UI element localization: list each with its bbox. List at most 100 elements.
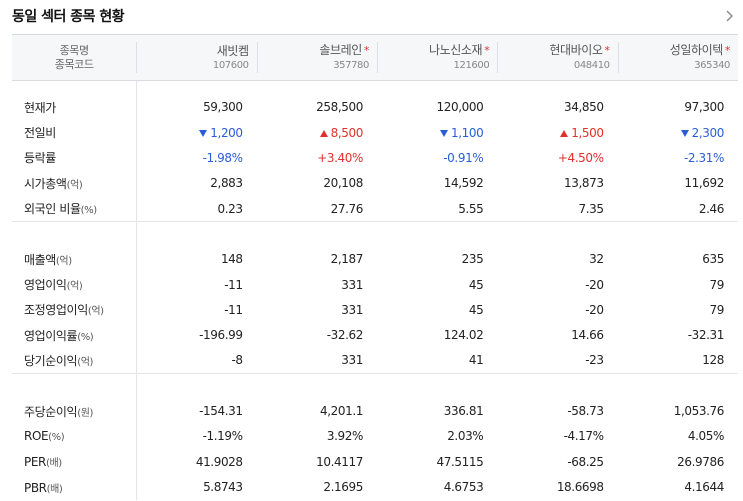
cell-value: 1,500: [571, 125, 604, 140]
company-header-3[interactable]: 현대바이오 * 048410: [497, 34, 618, 81]
star-marker: *: [484, 44, 490, 57]
cell-value: 97,300: [684, 100, 724, 115]
table-cell: 4.05%: [618, 424, 738, 449]
cell-value: -196.99: [199, 328, 243, 343]
table-cell: 10.4117: [257, 449, 377, 474]
table-cell: 331: [257, 297, 377, 322]
table-cell: 5.8743: [136, 475, 256, 500]
table-cell: 128: [618, 348, 738, 373]
table-cell: 124.02: [377, 323, 497, 348]
company-header-4[interactable]: 성일하이텍 * 365340: [617, 34, 738, 81]
section-spacer: [12, 80, 738, 95]
cell-value: 331: [341, 277, 363, 292]
cell-value: 1,100: [450, 125, 484, 140]
table-cell: 148: [136, 246, 256, 271]
row-label-text: PER: [24, 455, 46, 470]
cell-value: 120,000: [436, 100, 484, 115]
table-row: PER(배) 41.9028 10.4117 47.5115 -68.25 26.9786: [12, 449, 738, 475]
cell-value: 331: [341, 353, 363, 368]
cell-value: 635: [702, 252, 724, 267]
chevron-right-icon[interactable]: [721, 8, 737, 24]
cell-value: -32.31: [687, 328, 725, 343]
company-name[interactable]: 현대바이오: [549, 43, 603, 57]
cell-value: 4.05%: [687, 429, 725, 444]
table-cell: -4.17%: [497, 424, 617, 449]
cell-value: -20: [585, 277, 604, 292]
row-label: ROE(%): [12, 423, 137, 450]
company-name[interactable]: 성일하이텍: [669, 43, 724, 57]
cell-value: 14,592: [443, 176, 484, 191]
table-cell: -58.73: [497, 398, 617, 423]
peer-comparison-table: 종목명 종목코드 새빗켐 107600 솔브레인 * 357780 나노신소재 * …: [12, 34, 738, 500]
cell-value: 18.6698: [556, 480, 604, 495]
table-cell: +4.50%: [497, 145, 617, 170]
row-label-text: ROE: [24, 429, 49, 444]
table-cell: 47.5115: [377, 449, 497, 474]
row-label-text: 영업이익률: [24, 328, 78, 343]
table-cell: -32.31: [618, 323, 738, 348]
cell-value: 41: [468, 353, 484, 368]
table-cell: 41: [377, 348, 497, 373]
cell-value: 3.92%: [326, 429, 364, 444]
company-code: 357780: [333, 60, 369, 71]
table-row: 조정영업이익(억) -11 331 45 -20 79: [12, 297, 738, 323]
table-cell: 3.92%: [257, 424, 377, 449]
table-cell: 32: [497, 246, 617, 271]
company-name[interactable]: 새빗켐: [216, 43, 249, 58]
table-cell: -68.25: [497, 449, 617, 474]
cell-value: -4.17%: [563, 429, 604, 444]
cell-value: 41.9028: [195, 454, 243, 469]
table-cell: 1,500: [497, 120, 617, 145]
company-code: 048410: [573, 60, 610, 71]
table-cell: 1,053.76: [618, 398, 738, 423]
table-row: 외국인 비율(%) 0.23 27.76 5.55 7.35 2.46: [12, 196, 738, 222]
cell-value: 11,692: [684, 176, 724, 191]
table-cell: 45: [377, 272, 497, 297]
cell-value: 27.76: [330, 201, 364, 216]
row-unit: (억): [66, 179, 83, 191]
cell-value: 79: [709, 302, 725, 317]
table-cell: 2,300: [618, 120, 738, 145]
row-label: 영업이익률(%): [12, 322, 137, 349]
cell-value: 14.66: [571, 328, 604, 343]
table-cell: 336.81: [377, 398, 497, 423]
header-name-label: 종목명: [59, 43, 90, 57]
company-header-1[interactable]: 솔브레인 * 357780: [256, 34, 377, 81]
company-name[interactable]: 솔브레인: [319, 43, 362, 57]
cell-value: 8,500: [330, 125, 364, 140]
cell-value: 258,500: [316, 100, 363, 115]
cell-value: 2,300: [691, 125, 725, 140]
cell-value: -0.91%: [443, 150, 484, 165]
row-label-text: 현재가: [24, 100, 56, 115]
header-label-cell: 종목명 종목코드: [12, 34, 137, 81]
row-label: 등락률: [12, 145, 137, 171]
table-cell: +3.40%: [257, 145, 377, 170]
table-row: 당기순이익(억) -8 331 41 -23 128: [12, 348, 738, 374]
cell-value: -20: [585, 302, 604, 317]
cell-value: 2.46: [698, 201, 725, 216]
cell-value: 128: [702, 353, 724, 368]
table-row: ROE(%) -1.19% 3.92% 2.03% -4.17% 4.05%: [12, 423, 738, 450]
table-cell: 45: [377, 297, 497, 322]
row-label-text: 주당순이익: [24, 404, 78, 419]
star-marker: *: [363, 44, 370, 57]
row-label-text: 등락률: [24, 151, 56, 166]
table-cell: 2,187: [257, 246, 377, 271]
cell-value: 1,053.76: [673, 404, 725, 419]
triangle-up-icon: [560, 129, 569, 140]
table-cell: 0.23: [136, 196, 256, 221]
triangle-down-icon: [680, 129, 689, 140]
company-header-2[interactable]: 나노신소재 * 121600: [376, 34, 498, 81]
table-cell: 79: [618, 272, 738, 297]
company-code: 107600: [212, 59, 249, 71]
cell-value: 45: [468, 302, 484, 317]
row-label: 시가총액(억): [12, 170, 137, 197]
star-marker: *: [604, 44, 611, 57]
cell-value: 5.8743: [203, 480, 243, 495]
company-header-0[interactable]: 새빗켐 107600: [136, 34, 257, 81]
company-name[interactable]: 나노신소재: [429, 43, 483, 57]
cell-value: 4.1644: [684, 480, 724, 495]
table-row: 주당순이익(원) -154.31 4,201.1 336.81 -58.73 1,053.…: [12, 398, 738, 424]
cell-value: 47.5115: [436, 454, 484, 469]
table-cell: 2.03%: [377, 424, 497, 449]
